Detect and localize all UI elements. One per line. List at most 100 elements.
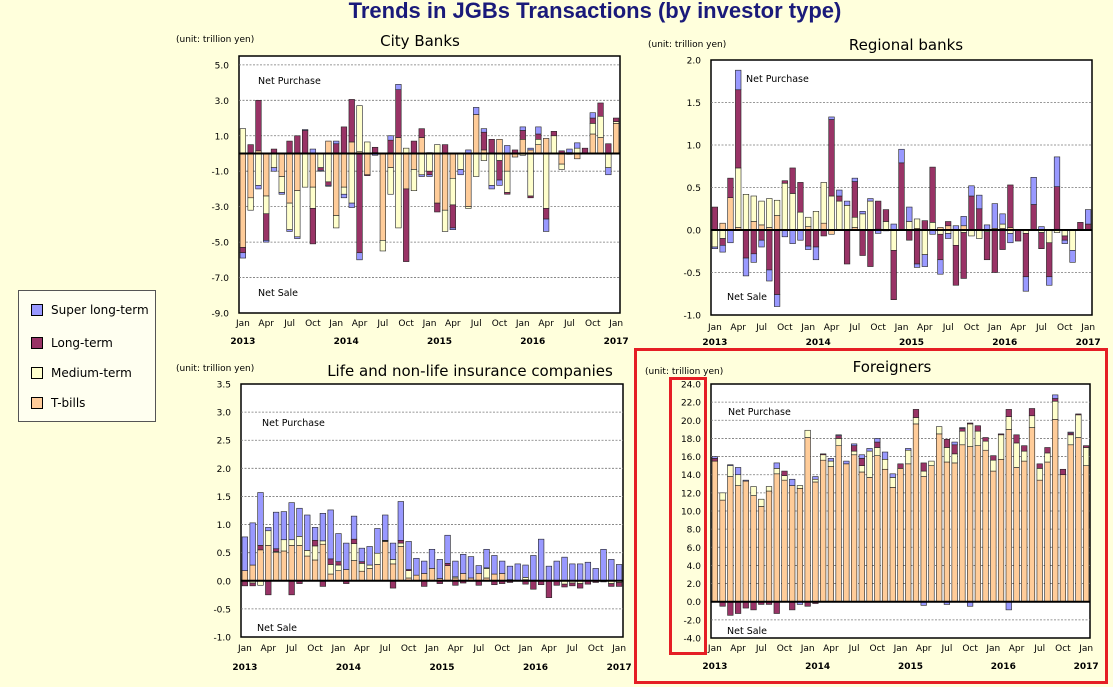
y-tick-label: 0.0: [687, 598, 702, 608]
bar-segment: [727, 177, 734, 198]
x-tick-label: Jan: [237, 644, 252, 654]
bar-segment: [605, 153, 612, 168]
bar-segment: [1030, 204, 1037, 231]
bar-segment: [247, 144, 254, 154]
x-tick-label: Jul: [755, 644, 767, 654]
bar-segment: [496, 139, 503, 154]
main-title: Trends in JGBs Transactions (by investor…: [348, 0, 842, 23]
year-label: 2013: [702, 662, 727, 672]
bar-segment: [812, 211, 820, 231]
x-tick-label: Jan: [800, 323, 815, 333]
bar-segment: [263, 153, 270, 197]
bar-segment: [967, 422, 974, 425]
bar-segment: [530, 555, 537, 581]
bar-segment: [535, 133, 542, 140]
bar-segment: [272, 511, 280, 550]
unit-label-foreigners: (unit: trillion yen): [645, 367, 724, 377]
bar-segment: [812, 476, 819, 480]
bar-segment: [999, 229, 1006, 250]
y-tick-label: 22.0: [681, 399, 701, 409]
bar-segment: [951, 441, 958, 446]
bar-segment: [249, 564, 256, 582]
bar-segment: [976, 229, 983, 239]
bar-segment: [366, 568, 373, 582]
bar-segment: [504, 153, 511, 172]
bar-segment: [843, 460, 850, 465]
bar-segment: [296, 536, 303, 546]
bar-segment: [945, 233, 952, 239]
bar-segment: [319, 513, 326, 542]
bar-segment: [605, 143, 612, 154]
bar-segment: [327, 564, 334, 575]
bar-segment: [719, 245, 726, 253]
bar-segment: [750, 221, 757, 231]
bar-segment: [742, 194, 750, 231]
bar-segment: [475, 565, 482, 574]
year-label: 2017: [1074, 662, 1099, 672]
x-tick-label: Apr: [916, 644, 932, 654]
bar-segment: [535, 144, 542, 154]
bar-segment: [265, 545, 272, 582]
y-tick-label: -9.0: [211, 310, 229, 320]
year-label: 2016: [523, 663, 548, 673]
bar-segment: [319, 543, 326, 582]
x-tick-label: Oct: [1057, 323, 1073, 333]
bar-segment: [1046, 276, 1053, 286]
bar-segment: [327, 509, 334, 560]
bar-segment: [851, 181, 858, 218]
y-tick-label: 1.0: [215, 132, 230, 142]
y-tick-label: 24.0: [681, 381, 701, 391]
bar-segment: [750, 486, 757, 496]
bar-segment: [280, 550, 287, 582]
bar-segment: [543, 138, 550, 154]
bar-segment: [1067, 431, 1074, 434]
legend-swatch-icon: [31, 337, 43, 349]
bar-segment: [364, 153, 371, 176]
bar-segment: [1052, 394, 1059, 399]
bar-segment: [241, 536, 249, 571]
bar-segment: [898, 162, 905, 231]
bar-segment: [921, 229, 928, 255]
bar-segment: [766, 198, 773, 228]
bar-segment: [460, 554, 467, 574]
bar-segment: [364, 174, 371, 176]
bar-segment: [828, 195, 835, 231]
bar-segment: [558, 163, 565, 170]
bar-segment: [1059, 468, 1067, 476]
bar-segment: [333, 140, 340, 145]
bar-segment: [727, 229, 734, 244]
bar-segment: [758, 239, 765, 248]
y-tick-label: 2.0: [217, 465, 232, 475]
bar-segment: [325, 185, 332, 187]
bar-segment: [1038, 232, 1045, 250]
year-label: 2016: [992, 338, 1017, 348]
bar-segment: [742, 479, 749, 482]
bar-segment: [999, 223, 1006, 229]
legend-label: Long-term: [51, 336, 113, 350]
y-tick-label: 10.0: [681, 508, 701, 518]
bar-segment: [491, 555, 498, 575]
bar-segment: [1046, 229, 1053, 244]
bar-segment: [382, 541, 389, 582]
bar-segment: [820, 453, 827, 456]
bar-segment: [356, 153, 363, 254]
x-tick-label: Oct: [398, 319, 414, 329]
bar-segment: [405, 570, 412, 579]
bar-segment: [395, 137, 402, 154]
bar-segment: [239, 153, 246, 248]
bar-segment: [374, 564, 381, 582]
bar-segment: [480, 131, 488, 151]
bar-segment: [397, 546, 404, 582]
bar-segment: [441, 209, 449, 232]
legend-item-long: Long-term: [31, 336, 113, 350]
bar-segment: [991, 229, 998, 273]
bar-segment: [527, 147, 534, 151]
x-tick-label: Apr: [354, 644, 370, 654]
bar-segment: [304, 555, 311, 582]
bar-segment: [1061, 235, 1068, 241]
bar-segment: [444, 563, 451, 566]
bar-segment: [255, 185, 262, 190]
bar-segment: [473, 107, 480, 115]
x-tick-label: Oct: [964, 323, 980, 333]
bar-segment: [374, 552, 381, 565]
